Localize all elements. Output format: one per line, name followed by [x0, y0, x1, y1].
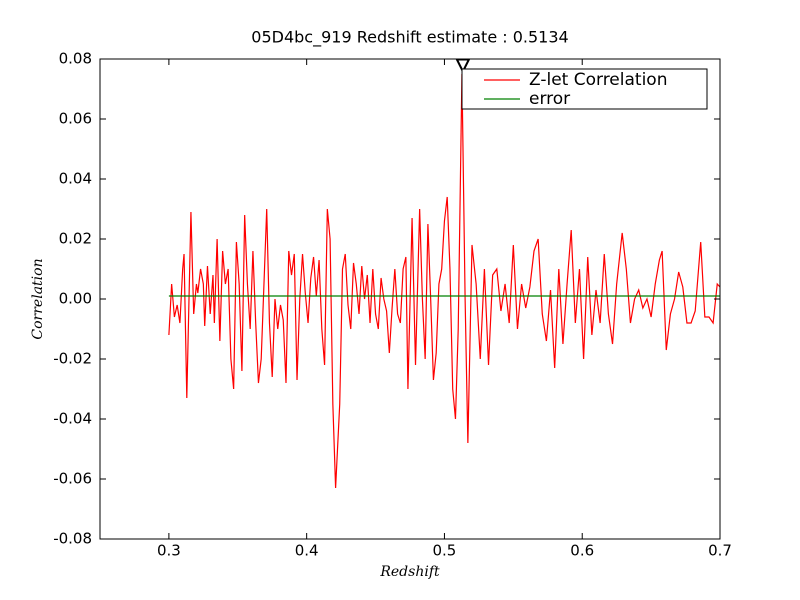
y-tick-label: 0.08 — [59, 50, 92, 68]
y-tick-label: 0.02 — [59, 230, 92, 248]
x-tick-label: 0.6 — [570, 542, 594, 560]
x-tick-label: 0.3 — [157, 542, 181, 560]
y-tick-label: 0.04 — [59, 170, 92, 188]
x-tick-label: 0.4 — [295, 542, 319, 560]
y-axis-label: Correlation — [30, 258, 46, 339]
y-tick-label: -0.06 — [53, 470, 92, 488]
y-tick-label: -0.04 — [53, 410, 92, 428]
legend-label: error — [529, 89, 570, 109]
legend-box — [461, 68, 708, 110]
legend-label: Z-let Correlation — [529, 70, 667, 90]
y-tick-label: -0.08 — [53, 530, 92, 548]
series-line — [168, 73, 721, 489]
y-tick-label: 0.00 — [59, 290, 92, 308]
x-tick-label: 0.7 — [708, 542, 732, 560]
x-tick-label: 0.5 — [433, 542, 457, 560]
y-tick-label: -0.02 — [53, 350, 92, 368]
y-tick-label: 0.06 — [59, 110, 92, 128]
x-axis-label: Redshift — [379, 564, 440, 580]
chart-title: 05D4bc_919 Redshift estimate : 0.5134 — [251, 28, 568, 48]
